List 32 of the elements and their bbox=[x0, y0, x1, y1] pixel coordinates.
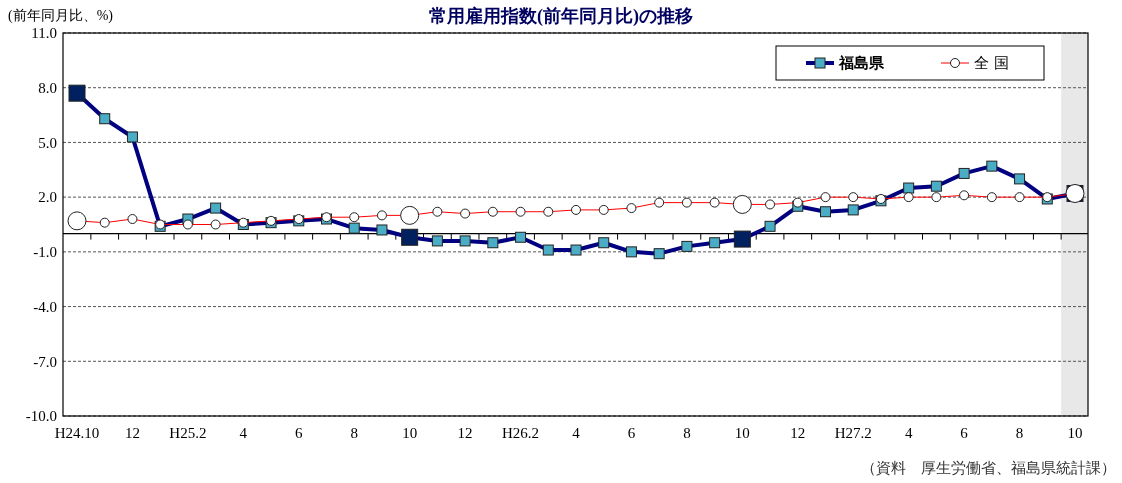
x-tick-label: 10 bbox=[402, 425, 418, 441]
y-tick-label: 11.0 bbox=[31, 25, 57, 42]
x-tick-label: 6 bbox=[627, 425, 636, 441]
x-tick-label: 12 bbox=[124, 425, 140, 441]
x-tick-label: H24.10 bbox=[54, 425, 100, 441]
x-tick-label: 6 bbox=[960, 425, 969, 441]
text: （資料 厚生労働省、福島県統計課） bbox=[861, 460, 1116, 476]
x-tick-label: H25.2 bbox=[169, 425, 207, 441]
chart-title: 常用雇用指数(前年同月比)の推移 bbox=[429, 6, 693, 27]
y-tick-label: 8.0 bbox=[38, 79, 57, 96]
y-tick-label: -1.0 bbox=[33, 244, 57, 261]
y-tick-label: 5.0 bbox=[38, 134, 57, 151]
x-tick-label: 4 bbox=[904, 425, 913, 441]
x-tick-label: 12 bbox=[457, 425, 473, 441]
y-axis-title: (前年同月比、%) bbox=[8, 8, 114, 24]
x-tick-label: 10 bbox=[1067, 425, 1083, 441]
y-tick-label: 2.0 bbox=[38, 189, 57, 206]
x-tick-label: 8 bbox=[350, 425, 358, 441]
x-tick-label: 4 bbox=[572, 425, 581, 441]
x-tick-label: 6 bbox=[295, 425, 304, 441]
legend-label: 全 国 bbox=[974, 54, 1009, 73]
x-tick-label: H27.2 bbox=[834, 425, 872, 441]
x-tick-label: 10 bbox=[734, 425, 750, 441]
x-tick-label: 8 bbox=[1015, 425, 1024, 441]
x-tick-label: 12 bbox=[790, 425, 806, 441]
legend-label: 福島県 bbox=[838, 54, 885, 73]
y-tick-label: -4.0 bbox=[33, 298, 57, 315]
x-tick-label: 8 bbox=[683, 425, 691, 441]
y-tick-label: -10.0 bbox=[25, 408, 57, 425]
x-tick-label: H26.2 bbox=[502, 425, 540, 441]
x-tick-label: 4 bbox=[239, 425, 248, 441]
y-tick-label: -7.0 bbox=[33, 353, 57, 370]
